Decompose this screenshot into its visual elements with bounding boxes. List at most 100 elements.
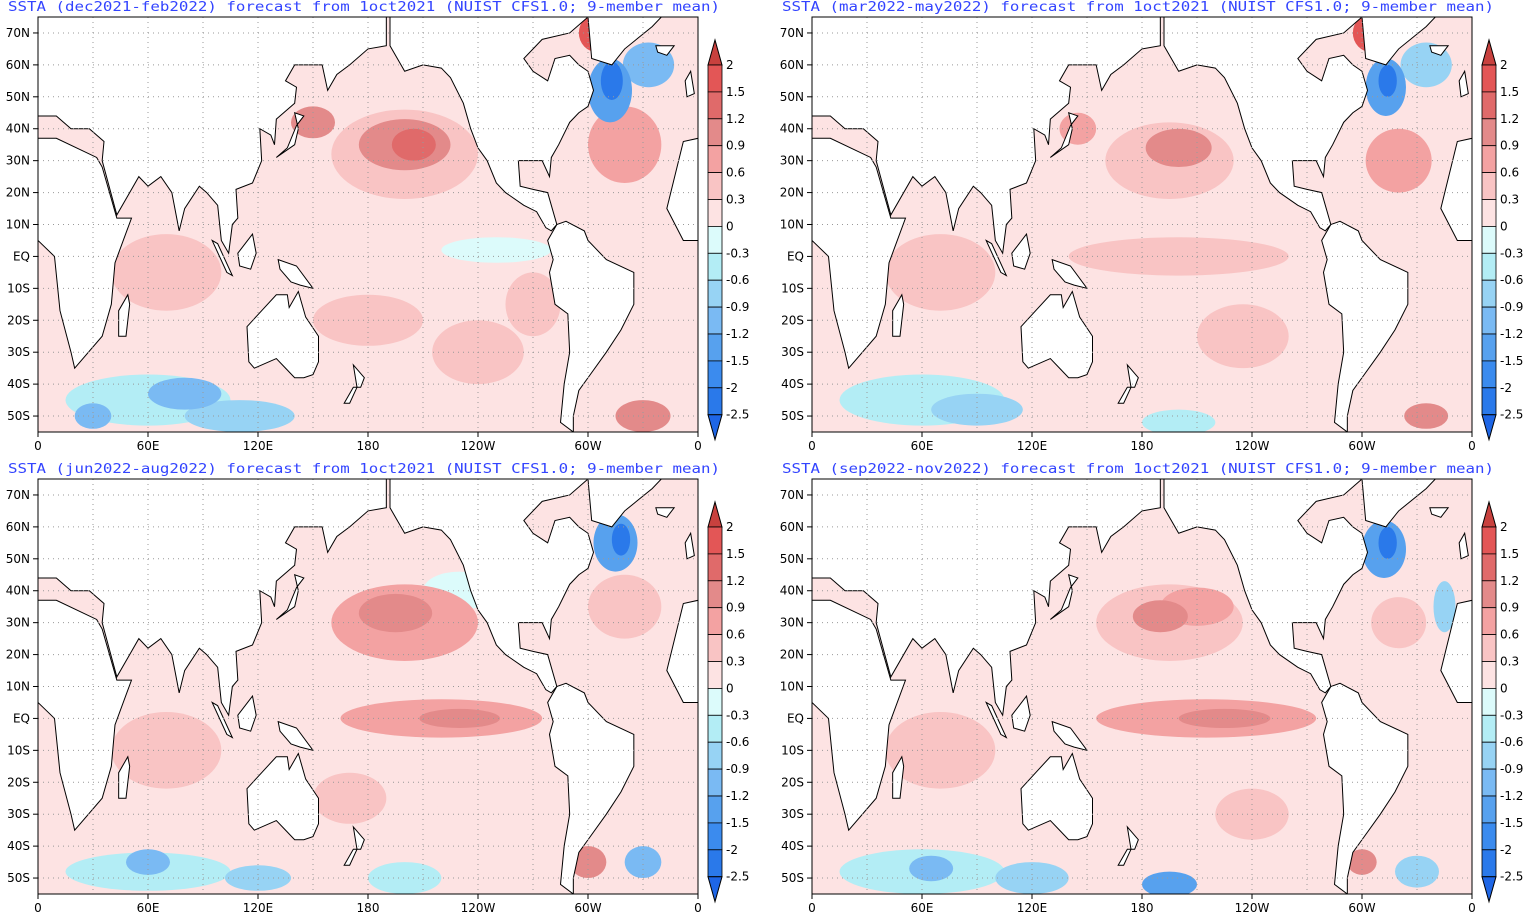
colorbar-top-triangle (707, 38, 723, 66)
land-mass (118, 293, 131, 337)
colorbar-label: -0.9 (726, 300, 749, 314)
anomaly-region (1395, 855, 1439, 888)
colorbar-label: -0.3 (726, 246, 749, 260)
land-mass (38, 479, 387, 717)
lat-label: 30N (6, 616, 30, 630)
colorbar-swatch (1481, 225, 1497, 254)
anomaly-field (38, 17, 698, 432)
lat-label: 30S (7, 345, 30, 359)
lat-label: 20N (6, 648, 30, 662)
lon-label: 120W (1235, 901, 1270, 914)
lat-label: 50N (780, 90, 804, 104)
land-mass (1361, 17, 1437, 66)
lat-label: 10S (7, 281, 30, 295)
map-panel: SSTA (mar2022-may2022) forecast from 1oc… (780, 0, 1524, 453)
colorbar-label: 2 (726, 58, 734, 72)
colorbar-swatch (1481, 688, 1497, 716)
map-panel: SSTA (jun2022-aug2022) forecast from 1oc… (6, 462, 750, 914)
lon-label: 60W (1348, 439, 1375, 453)
colorbar-swatch (1481, 172, 1497, 200)
colorbar-label: 0.6 (726, 166, 745, 180)
land-mass (1321, 220, 1409, 432)
colorbar-label: -0.9 (1500, 762, 1523, 776)
colorbar-label: -0.3 (1500, 708, 1523, 722)
land-mass (666, 599, 698, 703)
colorbar-label: -1.5 (726, 816, 749, 830)
anomaly-region (1142, 409, 1216, 432)
land-mass (684, 531, 695, 560)
lat-label: 40N (780, 584, 804, 598)
anomaly-region (1371, 597, 1427, 649)
land-mass (343, 386, 358, 404)
lat-label: 20S (781, 313, 804, 327)
colorbar-top-triangle (1481, 38, 1497, 66)
colorbar-swatch (707, 225, 723, 254)
colorbar-label: -2.5 (1500, 870, 1523, 884)
land-mass (892, 755, 905, 799)
colorbar-bottom-triangle (707, 876, 723, 904)
colorbar-swatch (1481, 795, 1497, 824)
anomaly-region (1378, 64, 1397, 97)
lon-label: 60E (911, 901, 934, 914)
colorbar-label: 2 (1500, 520, 1508, 534)
colorbar-swatch (707, 64, 723, 93)
colorbar-label: 2 (1500, 58, 1508, 72)
lat-label: 40S (7, 839, 30, 853)
anomaly-region (909, 855, 954, 882)
colorbar-label: 1.2 (726, 112, 745, 126)
colorbar-swatch (707, 387, 723, 416)
colorbar-swatch (707, 91, 723, 120)
land-mass (277, 720, 315, 752)
land-mass (237, 694, 257, 732)
lat-label: EQ (787, 711, 804, 725)
colorbar-label: -2 (1500, 843, 1512, 857)
colorbar: 2 1.5 1.2 0.9 0.6 0.3 0 -0.3 -0.6 -0.9 -1.2 -1.5 -2 -… (707, 500, 749, 904)
colorbar-top-triangle (707, 500, 723, 528)
anomaly-region (313, 772, 387, 824)
land-mass (1050, 111, 1079, 158)
lat-label: 10N (780, 680, 804, 694)
colorbar-label: 0.6 (1500, 628, 1519, 642)
colorbar-swatch (1481, 306, 1497, 335)
lon-label: 0 (808, 439, 816, 453)
colorbar-label: -2 (1500, 381, 1512, 395)
anomaly-region (885, 712, 996, 789)
anomaly-region (1365, 128, 1432, 193)
land-mass (1440, 137, 1472, 241)
lat-label: 50S (781, 871, 804, 885)
lat-label: 30S (781, 807, 804, 821)
lat-label: 50N (780, 552, 804, 566)
land-mass (547, 220, 635, 432)
land-mass (1458, 69, 1469, 98)
colorbar-swatch (1481, 580, 1497, 609)
lat-label: 70N (6, 488, 30, 502)
lat-label: EQ (13, 249, 30, 263)
colorbar-swatch (707, 252, 723, 281)
land-mass (1020, 752, 1093, 841)
land-mass (1458, 531, 1469, 560)
colorbar: 2 1.5 1.2 0.9 0.6 0.3 0 -0.3 -0.6 -0.9 -1.2 -1.5 -2 -… (1481, 500, 1523, 904)
colorbar-label: 1.2 (1500, 574, 1519, 588)
panel-title: SSTA (jun2022-aug2022) forecast from 1oc… (8, 462, 720, 477)
lat-label: 40N (780, 122, 804, 136)
lat-label: 10S (781, 743, 804, 757)
land-mass (666, 137, 698, 241)
colorbar-label: 0.3 (1500, 655, 1519, 669)
lat-label: 30N (780, 616, 804, 630)
colorbar-swatch (1481, 634, 1497, 662)
land-mass (1020, 290, 1093, 379)
lat-label: 30N (780, 154, 804, 168)
colorbar-swatch (1481, 822, 1497, 851)
colorbar-top-triangle (1481, 500, 1497, 528)
lat-label: 70N (6, 26, 30, 40)
anomaly-region (1347, 849, 1377, 875)
land-mass (1361, 479, 1437, 528)
colorbar-label: 0.9 (726, 139, 745, 153)
anomaly-region (1068, 237, 1289, 276)
colorbar-label: 0 (726, 681, 734, 695)
colorbar-label: -0.3 (1500, 246, 1523, 260)
land-mass (276, 573, 305, 620)
anomaly-field (812, 479, 1472, 894)
lon-label: 120E (1017, 901, 1048, 914)
lon-label: 60W (574, 901, 601, 914)
